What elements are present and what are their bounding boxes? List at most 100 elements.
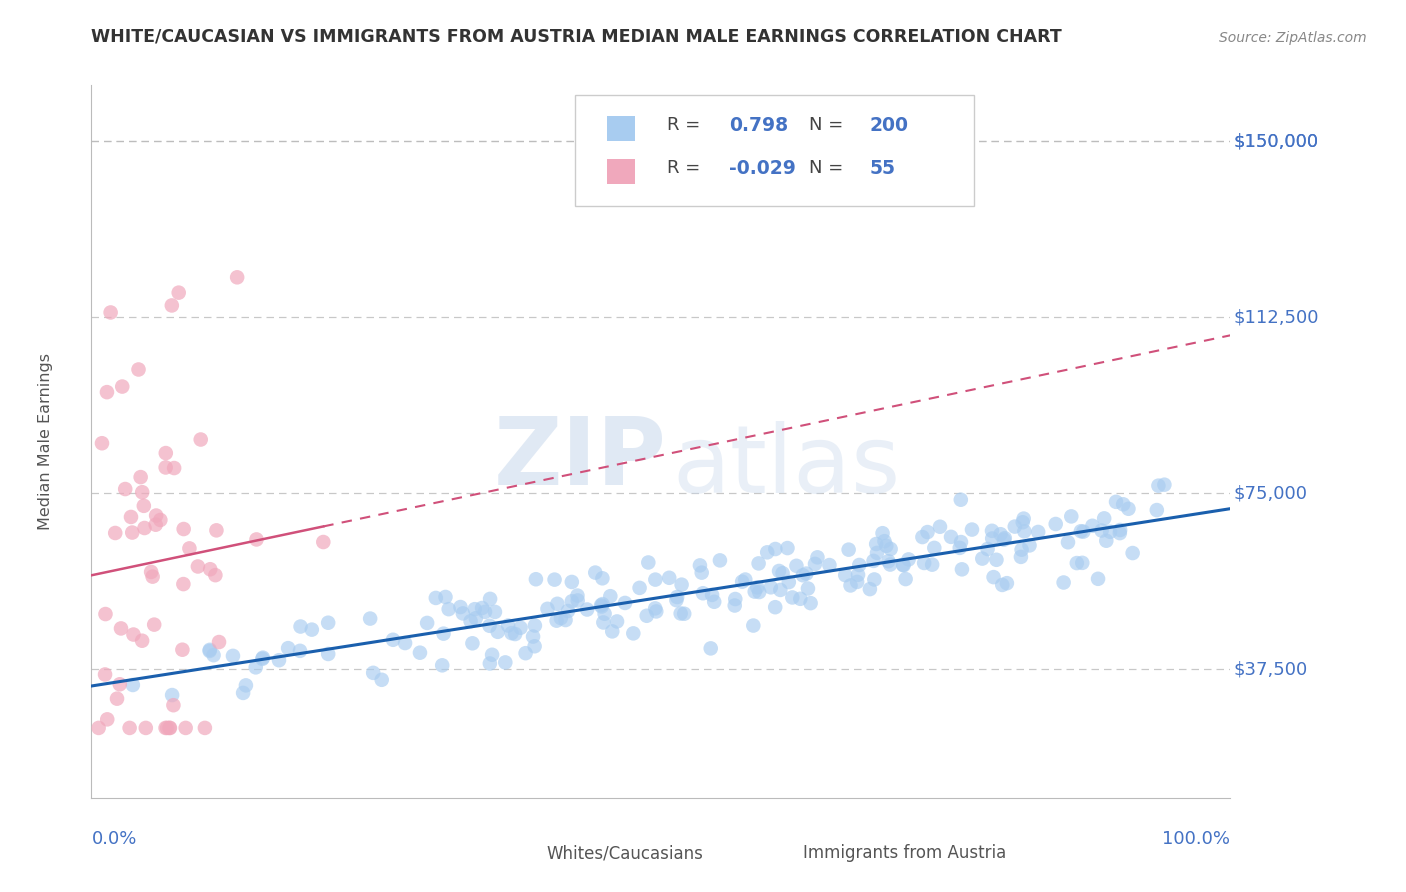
Point (523, 640, 546, 654)
Text: $112,500: $112,500 (1233, 308, 1319, 326)
Point (1099, 524, 1122, 539)
Text: $75,000: $75,000 (1233, 484, 1308, 502)
Point (91, 436, 114, 450)
Point (692, 586, 714, 600)
Point (104, 526, 127, 541)
Point (1105, 495, 1128, 509)
Point (600, 624, 623, 639)
Text: -0.029: -0.029 (730, 159, 796, 178)
Point (700, 588, 723, 602)
Point (110, 622, 132, 636)
Point (561, 594, 583, 608)
Point (591, 571, 613, 585)
Point (645, 604, 668, 618)
Text: $150,000: $150,000 (1233, 132, 1319, 150)
Point (929, 520, 952, 534)
Point (120, 510, 142, 524)
Point (897, 552, 920, 566)
Point (208, 635, 231, 649)
Point (546, 597, 568, 611)
Point (122, 627, 145, 641)
Text: N =: N = (808, 117, 844, 135)
Point (108, 677, 131, 691)
Point (434, 590, 457, 604)
Point (924, 541, 946, 555)
Point (950, 562, 973, 576)
Text: atlas: atlas (672, 420, 900, 513)
Point (792, 568, 814, 582)
Point (972, 551, 994, 566)
Point (198, 643, 221, 657)
Point (748, 557, 770, 571)
Point (614, 596, 637, 610)
Text: $37,500: $37,500 (1233, 660, 1308, 678)
Point (167, 285, 190, 300)
Point (394, 636, 416, 650)
Point (893, 558, 915, 573)
Point (748, 585, 770, 599)
Point (699, 641, 721, 656)
Point (1095, 533, 1118, 548)
Point (118, 721, 141, 735)
Point (734, 573, 756, 587)
Point (316, 615, 339, 630)
Point (921, 558, 943, 572)
Point (591, 599, 613, 613)
Point (593, 607, 616, 621)
Point (1091, 524, 1114, 538)
Point (288, 644, 311, 658)
Point (873, 534, 896, 549)
Point (105, 691, 128, 706)
Point (875, 539, 897, 553)
Point (474, 605, 496, 619)
Point (834, 568, 856, 582)
Point (599, 589, 621, 603)
Text: N =: N = (808, 160, 844, 178)
Text: 0.0%: 0.0% (91, 830, 136, 848)
Point (709, 553, 731, 567)
Point (451, 607, 474, 621)
Point (894, 572, 917, 586)
Point (114, 482, 136, 496)
Text: Immigrants from Austria: Immigrants from Austria (803, 845, 1007, 863)
Point (460, 614, 482, 628)
Text: Whites/Caucasians: Whites/Caucasians (547, 845, 704, 863)
Point (174, 721, 197, 735)
Point (1153, 477, 1175, 491)
Point (763, 600, 786, 615)
Point (772, 566, 794, 581)
Point (437, 602, 460, 616)
Point (382, 632, 405, 647)
Point (981, 532, 1004, 546)
Text: ZIP: ZIP (494, 413, 666, 506)
Point (785, 558, 807, 573)
Point (583, 566, 606, 580)
Point (461, 636, 484, 650)
Point (159, 721, 181, 735)
Point (1011, 542, 1033, 557)
Point (503, 627, 526, 641)
Point (1087, 572, 1109, 586)
Point (160, 298, 183, 312)
Point (669, 607, 692, 621)
Point (983, 570, 1005, 584)
Point (1060, 509, 1083, 524)
Point (494, 656, 516, 670)
Point (862, 554, 884, 568)
Point (1146, 503, 1168, 517)
Point (509, 621, 531, 635)
Point (524, 572, 547, 586)
Point (100, 305, 122, 319)
Point (865, 537, 887, 551)
Point (949, 541, 972, 555)
Text: $150,000: $150,000 (1233, 132, 1319, 150)
Point (1092, 511, 1115, 525)
Point (986, 553, 1008, 567)
Point (312, 535, 335, 549)
Bar (763, 842, 796, 864)
Point (628, 581, 651, 595)
Point (449, 600, 471, 615)
Point (763, 541, 786, 556)
Point (838, 542, 860, 557)
Point (804, 557, 827, 571)
